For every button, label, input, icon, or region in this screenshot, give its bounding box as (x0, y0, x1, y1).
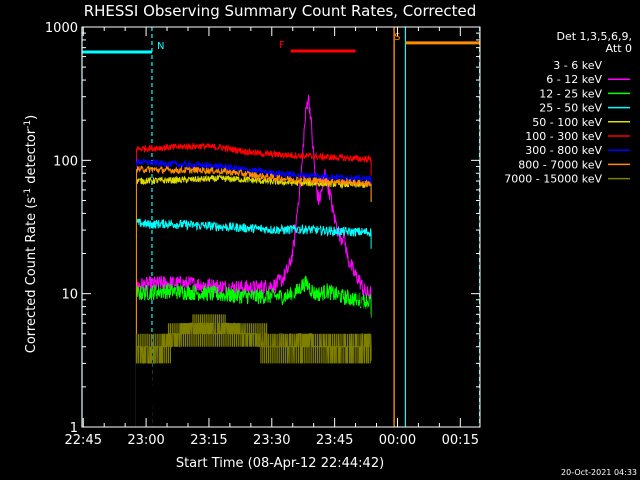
flag-label: S (394, 32, 400, 43)
legend-entry-label: 7000 - 15000 keV (504, 173, 602, 186)
legend-entry-label: 100 - 300 keV (525, 130, 602, 143)
x-tick-label: 00:15 (442, 433, 479, 448)
x-tick-label: 23:15 (190, 433, 227, 448)
plot-frame (81, 26, 481, 428)
y-axis-label-mid: detector (24, 128, 39, 188)
flag-label: F (279, 40, 285, 51)
footer-timestamp: 20-Oct-2021 04:33 (561, 468, 637, 477)
axis-layer: 22:45 23:00 23:15 23:30 23:45 00:00 00:15 1 10 10… (45, 21, 480, 448)
series-line (136, 94, 372, 311)
y-tick-label: 10 (61, 288, 78, 303)
y-tick-label: 1000 (45, 21, 78, 36)
x-tick-label: 00:00 (379, 433, 416, 448)
series-line (136, 165, 372, 201)
legend-entry-label: 12 - 25 keV (539, 87, 602, 100)
x-tick-label: 23:30 (253, 433, 290, 448)
series-line (136, 218, 372, 249)
x-tick-label: 23:00 (127, 433, 164, 448)
y-axis-label: Corrected Count Rate (s-1 detector-1) (23, 115, 39, 353)
series-layer (135, 94, 372, 428)
x-axis-label: Start Time (08-Apr-12 22:44:42) (176, 456, 384, 471)
y-axis-label-sup2: -1 (23, 120, 33, 129)
y-axis-label-sup1: -1 (23, 188, 33, 197)
legend-entry-label: 300 - 800 keV (525, 144, 602, 157)
series-line (136, 158, 372, 196)
legend-header: Att 0 (606, 42, 632, 55)
x-tick-label: 22:45 (65, 433, 102, 448)
flag-label: N (157, 41, 164, 52)
legend-entry-label: 50 - 100 keV (532, 116, 602, 129)
series-line (136, 275, 372, 318)
legend-entry-label: 25 - 50 keV (539, 102, 602, 115)
y-tick-label: 100 (53, 154, 78, 169)
legend-header: Det 1,3,5,6,9, (556, 30, 632, 43)
legend-entry-label: 3 - 6 keV (553, 59, 602, 72)
y-axis-label-end: ) (24, 115, 39, 120)
chart-title: RHESSI Observing Summary Count Rates, Co… (84, 2, 477, 20)
y-axis-label-main: Corrected Count Rate (s (24, 197, 39, 354)
legend-entry-label: 800 - 7000 keV (518, 158, 602, 171)
y-tick-label: 1 (70, 421, 78, 436)
series-line (136, 142, 372, 176)
x-tick-label: 23:45 (316, 433, 353, 448)
legend-entry-label: 6 - 12 keV (546, 73, 602, 86)
